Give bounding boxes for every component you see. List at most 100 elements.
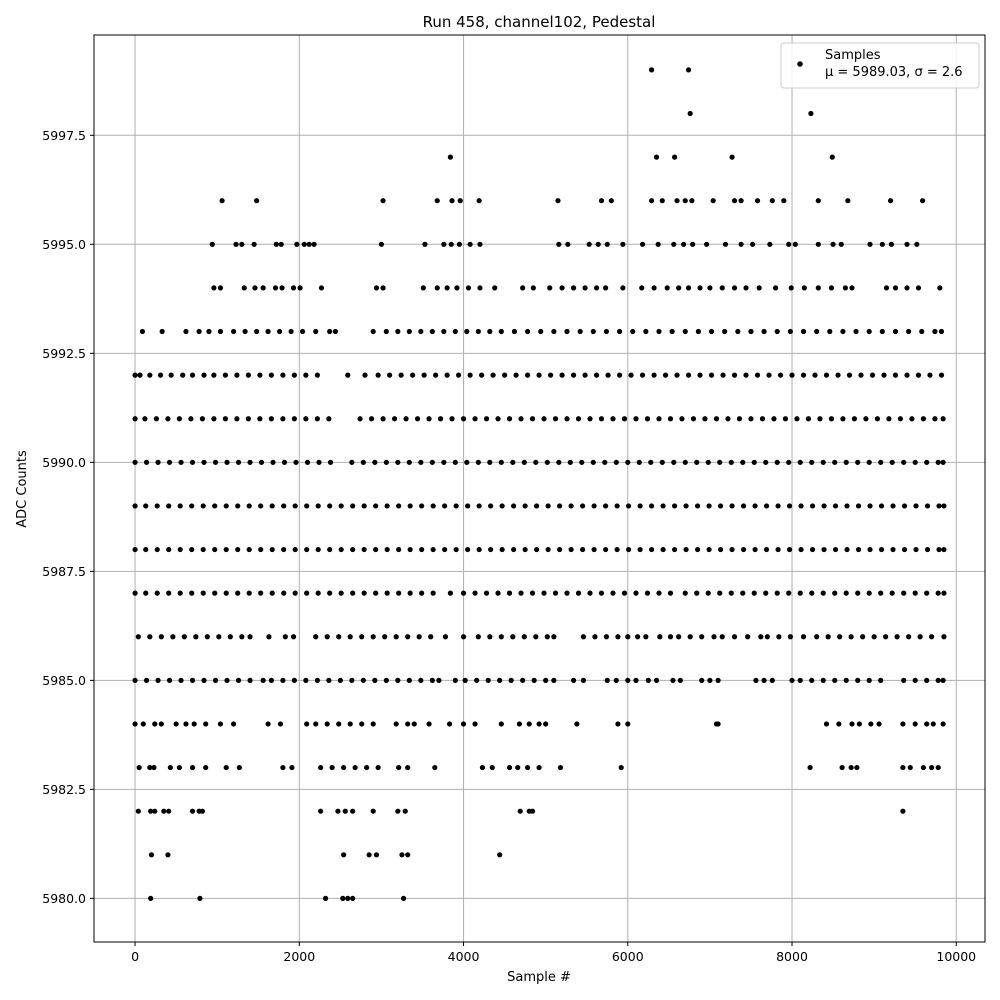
data-point <box>876 721 882 727</box>
data-point <box>337 677 343 683</box>
data-point <box>743 372 749 378</box>
data-point <box>567 459 573 465</box>
data-point <box>853 328 859 335</box>
data-point <box>610 590 616 596</box>
data-point <box>557 764 564 771</box>
data-point <box>447 154 453 160</box>
data-point <box>832 590 838 596</box>
data-point <box>143 503 149 509</box>
data-point <box>485 677 491 683</box>
data-point <box>281 590 287 596</box>
data-point <box>625 459 631 465</box>
data-point <box>856 721 862 727</box>
data-point <box>405 721 411 727</box>
data-point <box>429 328 435 335</box>
data-point <box>643 634 649 640</box>
x-tick-label: 8000 <box>776 949 808 964</box>
data-point <box>314 677 320 683</box>
data-point <box>304 503 310 509</box>
data-point <box>132 372 138 378</box>
data-point <box>551 328 557 335</box>
data-point <box>498 328 504 335</box>
data-point <box>181 634 187 640</box>
data-point <box>362 372 368 378</box>
data-point <box>829 154 835 160</box>
data-point <box>189 459 196 465</box>
data-point <box>426 416 432 422</box>
data-point <box>648 459 654 465</box>
data-point <box>564 416 570 422</box>
data-point <box>924 503 931 509</box>
data-point <box>913 503 919 509</box>
data-point <box>406 677 412 683</box>
data-point <box>651 285 657 291</box>
data-point <box>840 328 846 335</box>
data-point <box>350 590 356 596</box>
data-point <box>279 285 285 291</box>
data-point <box>667 590 674 596</box>
data-point <box>909 416 915 422</box>
data-point <box>327 503 333 509</box>
data-point <box>858 372 864 378</box>
data-point <box>792 241 798 247</box>
data-point <box>370 808 376 814</box>
data-point <box>405 764 411 771</box>
data-point <box>189 503 195 509</box>
data-point <box>368 416 375 422</box>
data-point <box>809 546 816 553</box>
data-point <box>273 241 279 247</box>
data-point <box>313 328 319 335</box>
data-point <box>636 459 642 465</box>
data-point <box>327 459 334 465</box>
data-point <box>671 546 678 553</box>
chart-title: Run 458, channel102, Pedestal <box>423 13 656 31</box>
data-point <box>855 546 862 553</box>
data-point <box>761 328 767 335</box>
data-point <box>170 634 176 640</box>
data-point <box>789 372 795 378</box>
data-point <box>777 372 784 378</box>
data-point <box>303 372 309 378</box>
data-point <box>702 416 708 422</box>
data-point <box>720 372 726 378</box>
data-point <box>774 459 780 465</box>
data-point <box>188 416 194 422</box>
data-point <box>235 677 242 683</box>
data-point <box>547 372 554 378</box>
data-point <box>544 634 550 640</box>
data-point <box>524 328 531 335</box>
data-point <box>350 808 356 814</box>
data-point <box>699 634 705 640</box>
data-point <box>241 285 247 291</box>
data-point <box>405 634 411 640</box>
data-point <box>763 503 770 509</box>
data-point <box>794 416 800 422</box>
data-point <box>420 285 426 291</box>
x-tick-label: 0 <box>131 949 139 964</box>
data-point <box>236 764 242 771</box>
data-point <box>472 590 478 596</box>
data-point <box>602 459 608 465</box>
data-point <box>667 416 674 422</box>
data-point <box>867 546 873 553</box>
data-point <box>460 590 467 596</box>
data-point <box>488 503 494 509</box>
data-point <box>708 328 715 335</box>
data-point <box>460 416 467 422</box>
data-point <box>176 416 182 422</box>
data-point <box>568 503 574 509</box>
data-point <box>166 590 172 596</box>
data-points <box>132 67 947 901</box>
data-point <box>529 590 536 596</box>
data-point <box>247 459 253 465</box>
data-point <box>449 198 455 204</box>
data-point <box>763 590 769 596</box>
data-point <box>270 459 276 465</box>
data-point <box>350 503 356 509</box>
data-point <box>498 721 504 727</box>
data-point <box>483 416 490 422</box>
data-point <box>268 372 274 378</box>
data-point <box>728 590 734 596</box>
data-point <box>217 285 224 291</box>
data-point <box>477 285 483 291</box>
